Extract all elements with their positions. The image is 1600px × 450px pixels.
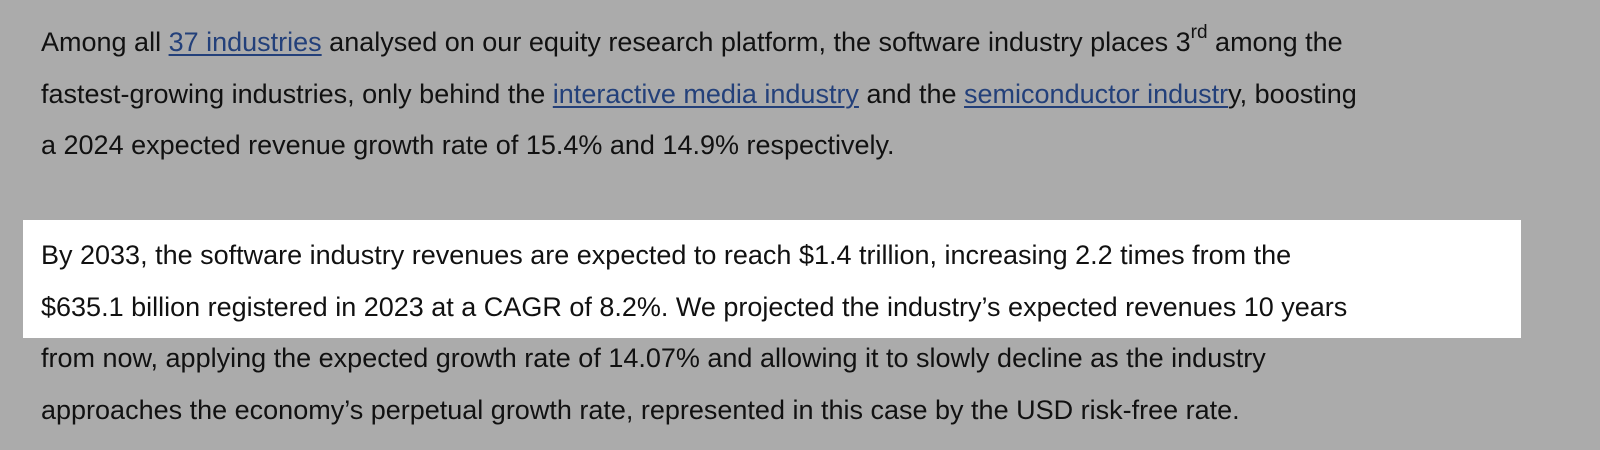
ordinal-suffix: rd bbox=[1190, 22, 1208, 43]
paragraph-line: Among all 37 industries analysed on our … bbox=[41, 17, 1571, 69]
paragraph-line: approaches the economy’s perpetual growt… bbox=[41, 394, 1240, 425]
paragraph-line: By 2033, the software industry revenues … bbox=[41, 240, 1292, 270]
text-segment: and the bbox=[858, 78, 965, 109]
text-segment: Among all bbox=[41, 27, 169, 57]
paragraph-line: $635.1 billion registered in 2023 at a C… bbox=[41, 291, 1348, 322]
paragraph-revenue-projection: By 2033, the software industry revenues … bbox=[41, 230, 1571, 436]
text-segment: fastest-growing industries, only behind … bbox=[41, 78, 553, 109]
link-semiconductor-industry[interactable]: semiconductor industr bbox=[964, 78, 1229, 109]
paragraph-line: a 2024 expected revenue growth rate of 1… bbox=[41, 130, 895, 160]
link-37-industries[interactable]: 37 industries bbox=[168, 27, 322, 57]
link-interactive-media-industry[interactable]: interactive media industry bbox=[552, 78, 859, 109]
paragraph-industry-ranking: Among all 37 industries analysed on our … bbox=[41, 17, 1571, 172]
highlight-box bbox=[23, 220, 1521, 338]
paragraph-line: fastest-growing industries, only behind … bbox=[41, 69, 1571, 121]
text-segment: among the bbox=[1207, 27, 1343, 57]
text-segment: analysed on our equity research platform… bbox=[321, 27, 1191, 57]
paragraph-line: from now, applying the expected growth r… bbox=[41, 343, 1266, 373]
text-segment: y, boosting bbox=[1228, 78, 1357, 109]
